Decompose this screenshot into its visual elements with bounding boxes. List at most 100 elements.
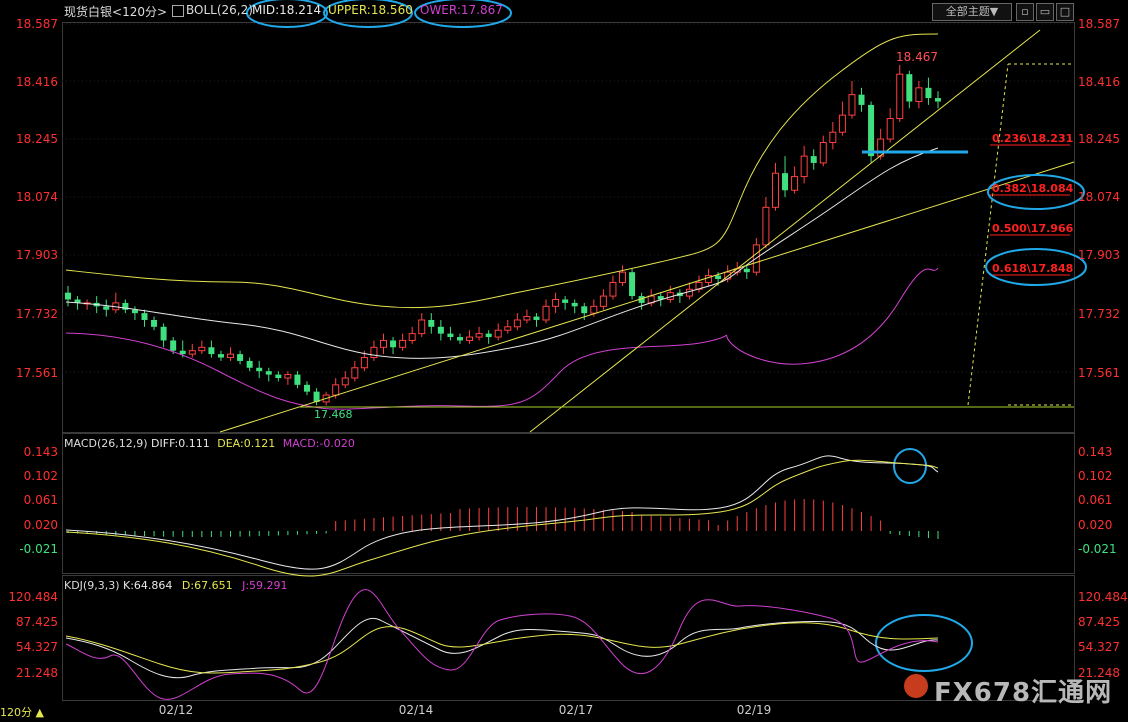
boll-icon [172, 5, 184, 17]
candle-body [237, 354, 244, 361]
low-marker: 17.468 [314, 408, 353, 421]
candle-body [265, 371, 272, 375]
high-marker: 18.467 [896, 50, 938, 64]
candle-body [227, 353, 235, 359]
macd-tick: 0.020 [1078, 518, 1112, 532]
candle-body [456, 337, 463, 341]
candle-body [771, 172, 779, 208]
panel-frames [62, 22, 1075, 701]
minimize-button[interactable]: ▫ [1016, 3, 1034, 21]
kdj-d-line [65, 622, 939, 674]
price-tick: 17.903 [1078, 248, 1120, 262]
candle-body [743, 268, 750, 273]
candle-body [523, 316, 531, 321]
candle-body [103, 306, 110, 310]
kdj-axis-right: 120.484 87.425 54.327 21.248 [1078, 590, 1128, 680]
candle-body [619, 271, 627, 283]
macd-tick: 0.143 [1078, 445, 1112, 459]
up-arrow-icon: ▲ [35, 706, 44, 719]
price-tick: 18.245 [1078, 132, 1120, 146]
date-tick: 02/12 [159, 703, 194, 717]
candle-body [829, 131, 837, 143]
candle-body [188, 350, 196, 355]
candle-body [217, 354, 224, 358]
candle-body [886, 118, 894, 140]
fib-label-0382: 0.382\18.084 [992, 182, 1074, 195]
candle-body [208, 347, 215, 355]
price-tick: 17.903 [16, 248, 58, 262]
kdj-tick: 120.484 [1078, 590, 1128, 604]
candle-body [906, 74, 913, 102]
boll-lower-line [65, 267, 939, 410]
candle-body [256, 367, 263, 372]
candle-body [782, 173, 789, 191]
candle-body [504, 326, 512, 331]
macd-tick: 0.061 [1078, 493, 1112, 507]
date-tick: 02/14 [399, 703, 434, 717]
candle-body [838, 114, 846, 133]
restore-button[interactable]: □ [1056, 3, 1074, 21]
price-tick: 18.074 [16, 190, 58, 204]
candle-body [170, 340, 177, 351]
candle-body [475, 333, 483, 338]
symbol-title[interactable]: 现货白银<120分> [64, 5, 168, 19]
candle-body [437, 326, 444, 334]
price-axis-left: 18.587 18.416 18.245 18.074 17.903 17.73… [16, 17, 58, 380]
period-label: <120分> [112, 5, 168, 19]
kdj-tick: 54.327 [16, 640, 58, 654]
candle-body [360, 357, 368, 369]
theme-dropdown-button[interactable]: 全部主题▼ [932, 3, 1012, 21]
candle-body [447, 333, 454, 338]
maximize-button[interactable]: ▭ [1036, 3, 1054, 21]
macd-dea-value: DEA:0.121 [217, 437, 276, 450]
candle-body [341, 377, 349, 386]
date-tick: 02/19 [737, 703, 772, 717]
candle-body [800, 155, 808, 178]
macd-macd-value: MACD:-0.020 [282, 437, 355, 450]
price-tick: 18.587 [1078, 17, 1120, 31]
candle-body [791, 176, 799, 191]
macd-name[interactable]: MACD(26,12,9) [64, 437, 148, 450]
candle-body [599, 295, 607, 307]
macd-tick: 0.061 [24, 493, 58, 507]
price-tick: 17.732 [16, 307, 58, 321]
candle-body [408, 333, 416, 341]
boll-upper-value: UPPER:18.560 [328, 3, 413, 17]
price-tick: 18.074 [1078, 190, 1120, 204]
candle-body [581, 306, 588, 314]
period-status[interactable]: 120分 ▲ [0, 704, 60, 722]
candle-body [925, 87, 932, 99]
macd-axis-left: 0.143 0.102 0.061 0.020 -0.021 [19, 445, 58, 556]
candle-body [466, 336, 474, 341]
candle-body [304, 384, 311, 392]
macd-tick: -0.021 [1078, 542, 1117, 556]
candle-body [275, 374, 282, 379]
candle-body [533, 316, 540, 320]
candle-body [198, 346, 206, 352]
candle-body [179, 350, 186, 355]
macd-dea-line [65, 459, 939, 577]
boll-indicator-name[interactable]: BOLL(26,2) [186, 3, 253, 17]
kdj-name[interactable]: KDJ(9,3,3) [64, 579, 120, 592]
fib-label-0236: 0.236\18.231 [992, 132, 1073, 145]
candle-body [935, 98, 941, 102]
candle-body [332, 384, 340, 396]
macd-tick: 0.102 [24, 469, 58, 483]
price-axis-right: 18.587 18.416 18.245 18.074 17.903 17.73… [1078, 17, 1120, 380]
candle-body [915, 87, 923, 102]
watermark: FX678汇通网 [934, 678, 1113, 708]
macd-tick: 0.102 [1078, 469, 1112, 483]
candle-body [399, 339, 407, 348]
candle-body [629, 272, 636, 297]
candle-body [542, 305, 550, 321]
highlight-ellipses [246, 0, 1087, 672]
macd-diff-value: DIFF:0.111 [151, 437, 210, 450]
candle-body [370, 346, 378, 359]
kdj-j-value: J:59.291 [242, 579, 288, 592]
candle-body [151, 319, 158, 327]
macd-tick: 0.020 [24, 518, 58, 532]
candle-body [351, 367, 359, 379]
kdj-j-line [65, 589, 939, 700]
candle-body [65, 292, 71, 300]
